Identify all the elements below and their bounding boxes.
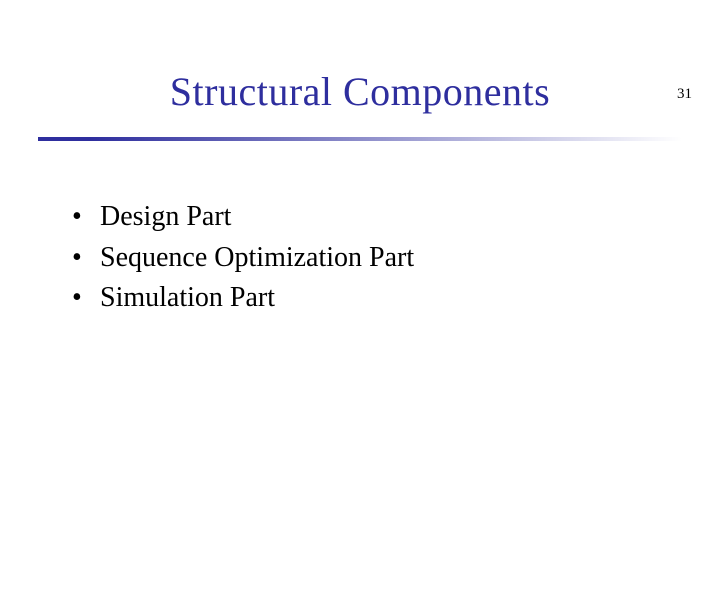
page-number: 31	[677, 86, 692, 103]
slide-title: Structural Components	[0, 68, 720, 115]
title-divider	[38, 137, 682, 141]
bullet-list: Design Part Sequence Optimization Part S…	[72, 197, 720, 319]
list-item: Simulation Part	[72, 278, 720, 319]
list-item: Sequence Optimization Part	[72, 238, 720, 279]
list-item: Design Part	[72, 197, 720, 238]
